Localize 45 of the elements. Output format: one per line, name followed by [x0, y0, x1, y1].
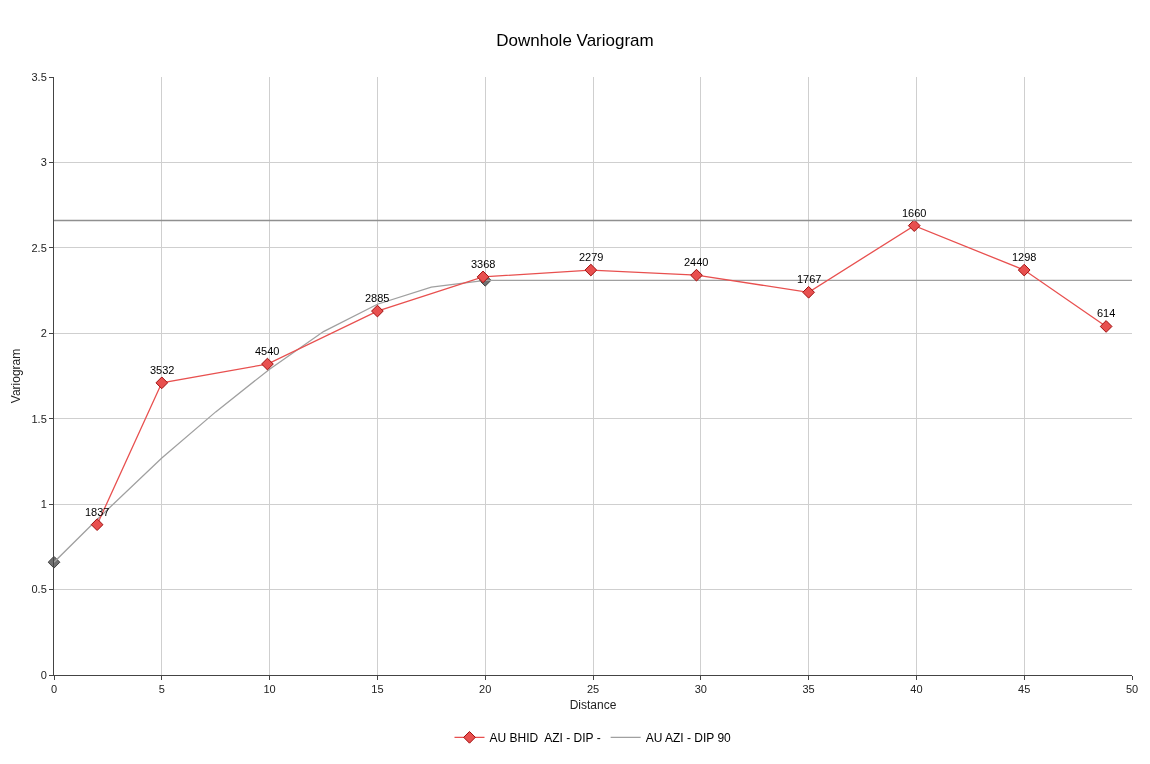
legend-label: AU BHID AZI - DIP -	[489, 731, 601, 746]
y-tick-label: 3.5	[31, 70, 47, 83]
annotation: 4540	[255, 345, 280, 357]
annotation: 3368	[471, 258, 496, 270]
x-tick-label: 25	[586, 683, 600, 696]
annotation: 1298	[1012, 251, 1037, 263]
x-tick-label: 0	[50, 683, 58, 696]
chart-title: Downhole Variogram	[496, 31, 654, 51]
y-tick-label: 0.5	[31, 583, 47, 596]
point	[155, 376, 169, 390]
y-tick-label: 1	[40, 497, 47, 510]
point	[802, 285, 815, 299]
x-tick-label: 45	[1018, 683, 1031, 696]
point	[90, 518, 104, 531]
y-tick-label: 2	[40, 327, 47, 340]
x-tick-label: 40	[910, 683, 923, 696]
annotation: 1837	[85, 506, 110, 518]
annotation: 1660	[902, 207, 927, 219]
annotation: 2279	[579, 251, 604, 263]
y-tick-label: 1.5	[31, 412, 47, 425]
y-axis-title: Variogram	[8, 348, 23, 404]
point	[371, 304, 384, 318]
legend-label: AU AZI - DIP 90	[645, 731, 732, 746]
annotation: 1767	[797, 273, 822, 285]
y-tick-label: 0	[40, 668, 47, 681]
x-tick-label: 30	[694, 683, 707, 696]
annotation: 2440	[684, 256, 709, 268]
y-tick-label: 3	[40, 156, 47, 169]
point	[261, 357, 274, 371]
x-tick-label: 10	[263, 683, 276, 696]
x-tick-label: 20	[479, 683, 492, 696]
point	[1099, 320, 1113, 333]
point	[907, 219, 921, 232]
point	[690, 268, 703, 282]
x-tick-label: 50	[1125, 683, 1139, 696]
y-tick-label: 2.5	[31, 241, 47, 254]
x-tick-label: 35	[802, 683, 815, 696]
x-axis-title: Distance	[569, 698, 617, 713]
annotation: 3532	[150, 364, 175, 376]
point	[584, 263, 598, 277]
point	[1017, 263, 1031, 277]
annotation: 2885	[365, 292, 390, 304]
x-tick-label: 5	[158, 683, 165, 696]
x-tick-label: 15	[371, 683, 384, 696]
annotation: 614	[1097, 307, 1116, 319]
